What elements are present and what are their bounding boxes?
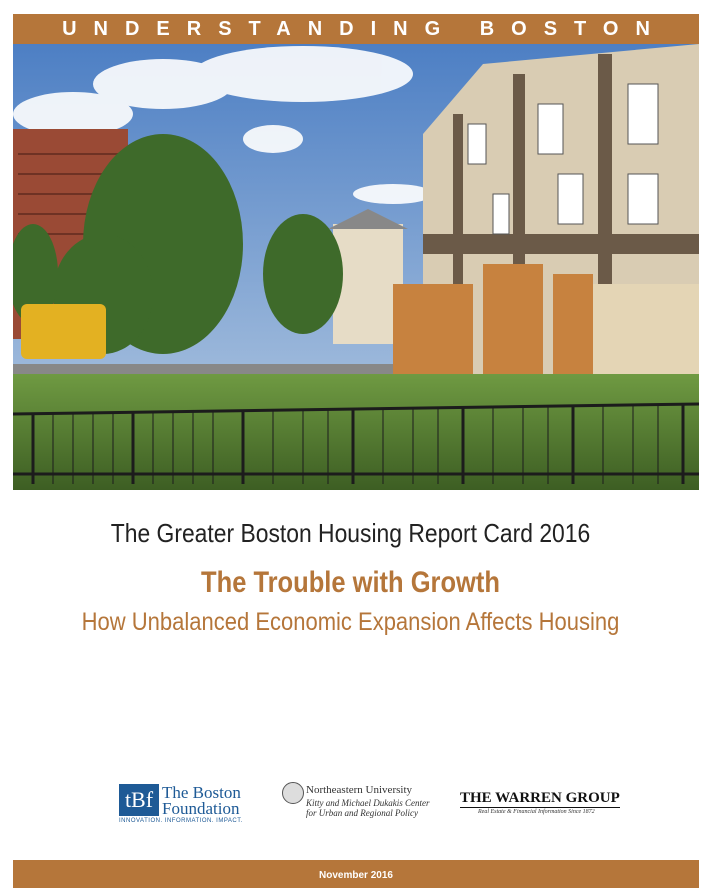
report-title: The Greater Boston Housing Report Card 2…	[42, 518, 659, 549]
school-bus	[21, 304, 106, 359]
neu-name: Northeastern University	[306, 784, 412, 796]
footer-date: November 2016	[13, 860, 699, 888]
neu-center: Kitty and Michael Dukakis Center	[306, 798, 429, 808]
cover-photo	[13, 44, 699, 490]
tbf-name: Foundation	[162, 800, 239, 817]
series-banner: UNDERSTANDING BOSTON	[13, 14, 699, 44]
report-cover: UNDERSTANDING BOSTON	[0, 0, 701, 888]
neu-seal	[282, 782, 304, 804]
tbf-logo-mark: tBf	[119, 784, 159, 816]
warren-name: THE WARREN GROUP	[460, 790, 620, 808]
tbf-tagline: INNOVATION. INFORMATION. IMPACT.	[119, 818, 243, 824]
report-headline: The Trouble with Growth	[53, 566, 649, 600]
report-subtitle: How Unbalanced Economic Expansion Affect…	[42, 608, 659, 637]
background-house	[333, 224, 403, 344]
neu-center: for Urban and Regional Policy	[306, 808, 418, 818]
warren-tagline: Real Estate & Financial Information Sinc…	[478, 809, 595, 815]
